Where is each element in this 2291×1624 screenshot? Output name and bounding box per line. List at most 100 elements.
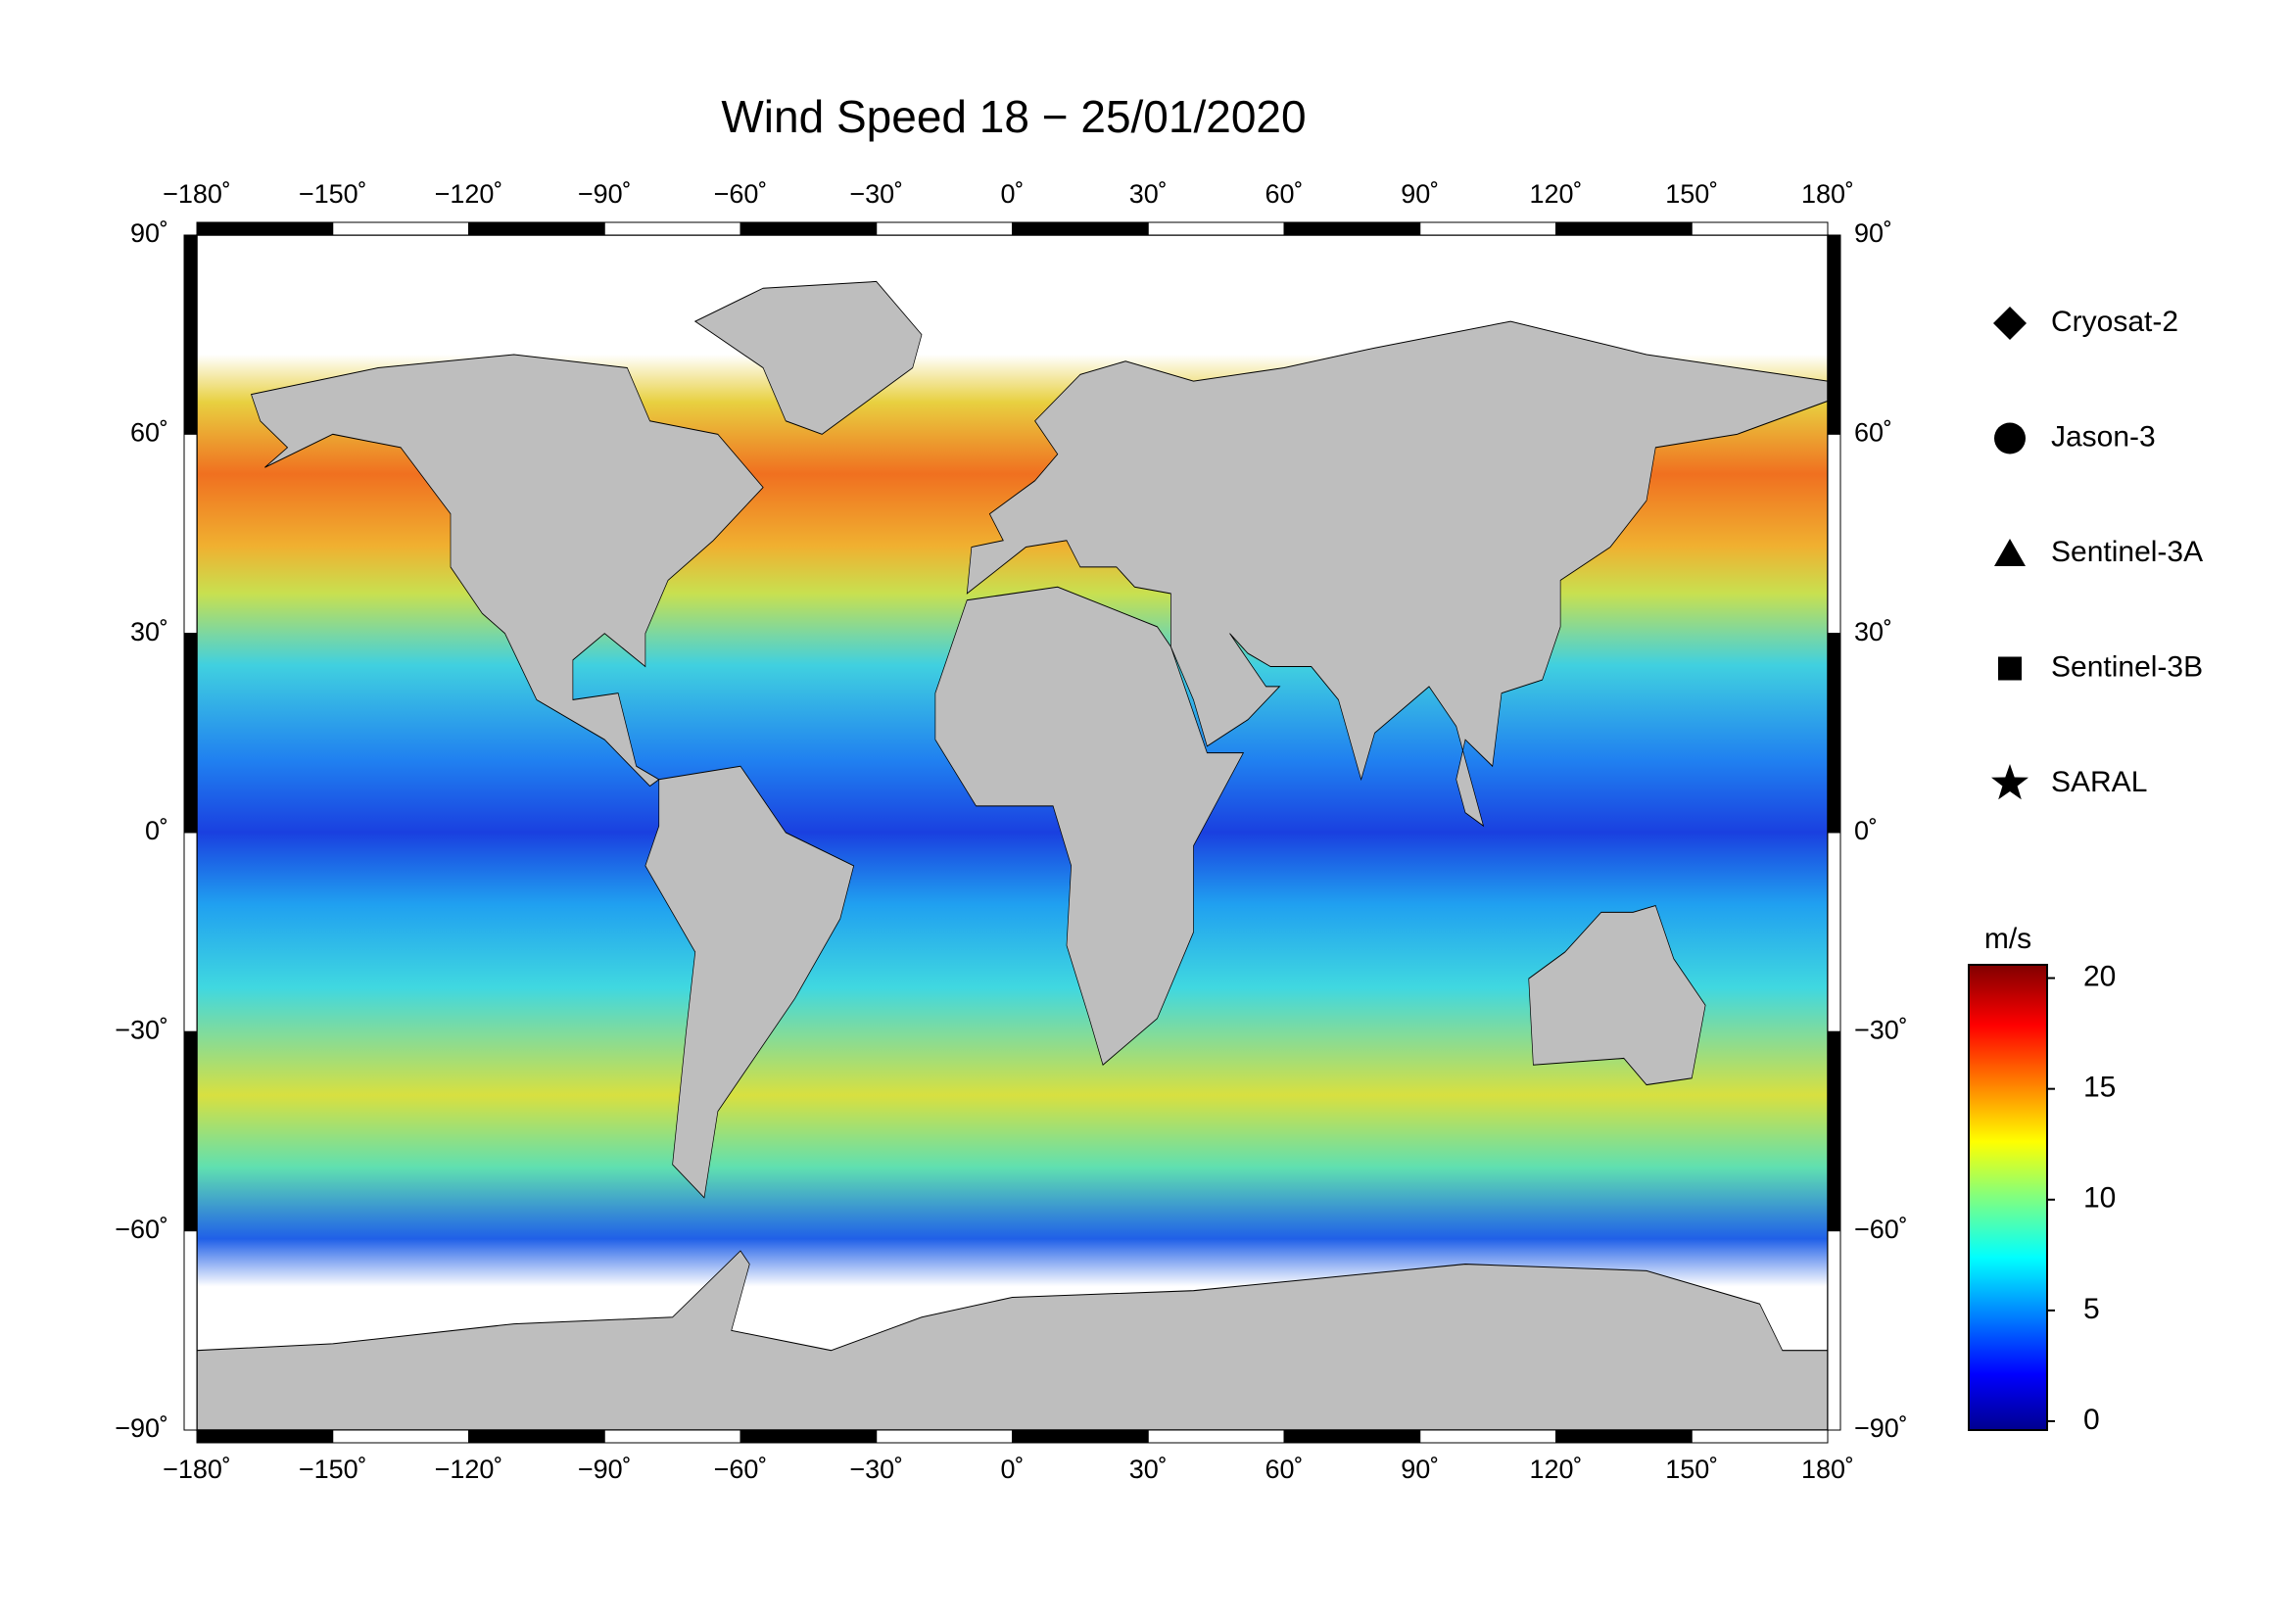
- legend-label: SARAL: [2051, 766, 2147, 798]
- legend-marker: [1993, 307, 2027, 340]
- legend-marker: [1998, 656, 2022, 681]
- x-tick-label: 120˚: [1529, 179, 1582, 209]
- legend-marker: [1994, 422, 2026, 454]
- legend: Cryosat-2 Jason-3 Sentinel-3A Sentinel-3B SA…: [1991, 306, 2203, 800]
- y-tick-label: −30˚: [115, 1015, 168, 1044]
- colorbar-tick-label: 20: [2083, 960, 2116, 992]
- y-tick-label: 90˚: [130, 218, 168, 248]
- x-tick-label: 180˚: [1801, 1455, 1854, 1484]
- border-segment: [1555, 221, 1693, 236]
- colorbar-scale: [1968, 964, 2048, 1431]
- x-tick-label: −150˚: [299, 1455, 367, 1484]
- border-segment: [183, 1230, 198, 1431]
- border-segment: [1419, 1429, 1556, 1444]
- australia: [1528, 904, 1706, 1086]
- border-segment: [1827, 433, 1841, 635]
- border-segment: [183, 832, 198, 1032]
- border-segment: [1827, 832, 1841, 1032]
- x-tick-label: −60˚: [714, 179, 768, 209]
- legend-marker: [1991, 764, 2028, 800]
- x-tick-label: 180˚: [1801, 179, 1854, 209]
- land: [197, 280, 1828, 1430]
- legend-marker: [1994, 539, 2026, 566]
- x-tick-label: 90˚: [1401, 179, 1439, 209]
- y-tick-label: −60˚: [1854, 1215, 1908, 1244]
- border-segment: [876, 1429, 1013, 1444]
- x-tick-label: 60˚: [1265, 179, 1303, 209]
- x-tick-label: −180˚: [163, 179, 231, 209]
- y-tick-label: 0˚: [1854, 816, 1878, 845]
- x-tick-label: −120˚: [435, 179, 503, 209]
- north-america: [250, 354, 764, 788]
- border-segment: [183, 633, 198, 834]
- x-tick-label: −120˚: [435, 1455, 503, 1484]
- border-segment: [1827, 1030, 1841, 1232]
- colorbar-tick-label: 0: [2083, 1404, 2100, 1436]
- border-segment: [1419, 221, 1556, 236]
- border-segment: [603, 221, 741, 236]
- y-tick-label: −90˚: [115, 1413, 168, 1443]
- border-segment: [1827, 1230, 1841, 1431]
- border-segment: [740, 1429, 878, 1444]
- y-tick-label: −60˚: [115, 1215, 168, 1244]
- y-tick-label: 60˚: [1854, 417, 1892, 447]
- x-tick-label: −90˚: [578, 179, 632, 209]
- legend-label: Jason-3: [2051, 420, 2156, 453]
- border-segment: [1283, 221, 1421, 236]
- y-tick-label: −30˚: [1854, 1015, 1908, 1044]
- x-tick-label: 30˚: [1129, 179, 1168, 209]
- legend-label: Sentinel-3B: [2051, 650, 2203, 683]
- greenland: [693, 280, 923, 435]
- border-segment: [740, 221, 878, 236]
- y-tick-label: 30˚: [1854, 617, 1892, 646]
- border-segment: [1012, 1429, 1149, 1444]
- map-area: [197, 235, 1828, 1430]
- border-segment: [603, 1429, 741, 1444]
- x-tick-label: 150˚: [1665, 179, 1718, 209]
- border-segment: [196, 221, 334, 236]
- colorbar-tick-label: 10: [2083, 1182, 2116, 1215]
- x-tick-label: −30˚: [849, 179, 903, 209]
- border-segment: [1012, 221, 1149, 236]
- x-tick-label: −30˚: [849, 1455, 903, 1484]
- colorbar: m/s 0 5 10 15 20: [1968, 923, 2116, 1436]
- x-tick-label: 90˚: [1401, 1455, 1439, 1484]
- tick-labels: −180˚ −180˚ −150˚ −150˚ −120˚ −120˚ −90˚ −90˚ −6…: [115, 179, 1908, 1484]
- border-segment: [1827, 633, 1841, 834]
- antarctica: [197, 1250, 1828, 1430]
- y-tick-label: −90˚: [1854, 1413, 1908, 1443]
- legend-label: Cryosat-2: [2051, 306, 2178, 338]
- colorbar-unit: m/s: [1984, 923, 2031, 955]
- colorbar-tick-label: 5: [2083, 1293, 2100, 1325]
- x-tick-label: −180˚: [163, 1455, 231, 1484]
- x-tick-label: 60˚: [1265, 1455, 1303, 1484]
- y-tick-label: 90˚: [1854, 218, 1892, 248]
- x-tick-label: 120˚: [1529, 1455, 1582, 1484]
- colorbar-tick-label: 15: [2083, 1072, 2116, 1104]
- border-segment: [183, 234, 198, 435]
- africa: [934, 586, 1245, 1066]
- legend-label: Sentinel-3A: [2051, 536, 2203, 568]
- south-america: [644, 765, 855, 1199]
- x-tick-label: 0˚: [1000, 179, 1024, 209]
- border-segment: [468, 1429, 605, 1444]
- border-segment: [1691, 1429, 1829, 1444]
- border-segment: [468, 221, 605, 236]
- border-segment: [1691, 221, 1829, 236]
- border-segment: [183, 1030, 198, 1232]
- x-tick-label: 30˚: [1129, 1455, 1168, 1484]
- border-segment: [1827, 234, 1841, 435]
- y-tick-label: 30˚: [130, 617, 168, 646]
- border-segment: [876, 221, 1013, 236]
- eurasia: [966, 320, 1828, 828]
- x-tick-label: −150˚: [299, 179, 367, 209]
- y-tick-label: 60˚: [130, 417, 168, 447]
- border-segment: [1555, 1429, 1693, 1444]
- x-tick-label: −60˚: [714, 1455, 768, 1484]
- border-segment: [1147, 221, 1285, 236]
- x-tick-label: 0˚: [1000, 1455, 1024, 1484]
- y-tick-label: 0˚: [145, 816, 168, 845]
- border-segment: [332, 1429, 469, 1444]
- title: Wind Speed 18 − 25/01/2020: [721, 91, 1306, 142]
